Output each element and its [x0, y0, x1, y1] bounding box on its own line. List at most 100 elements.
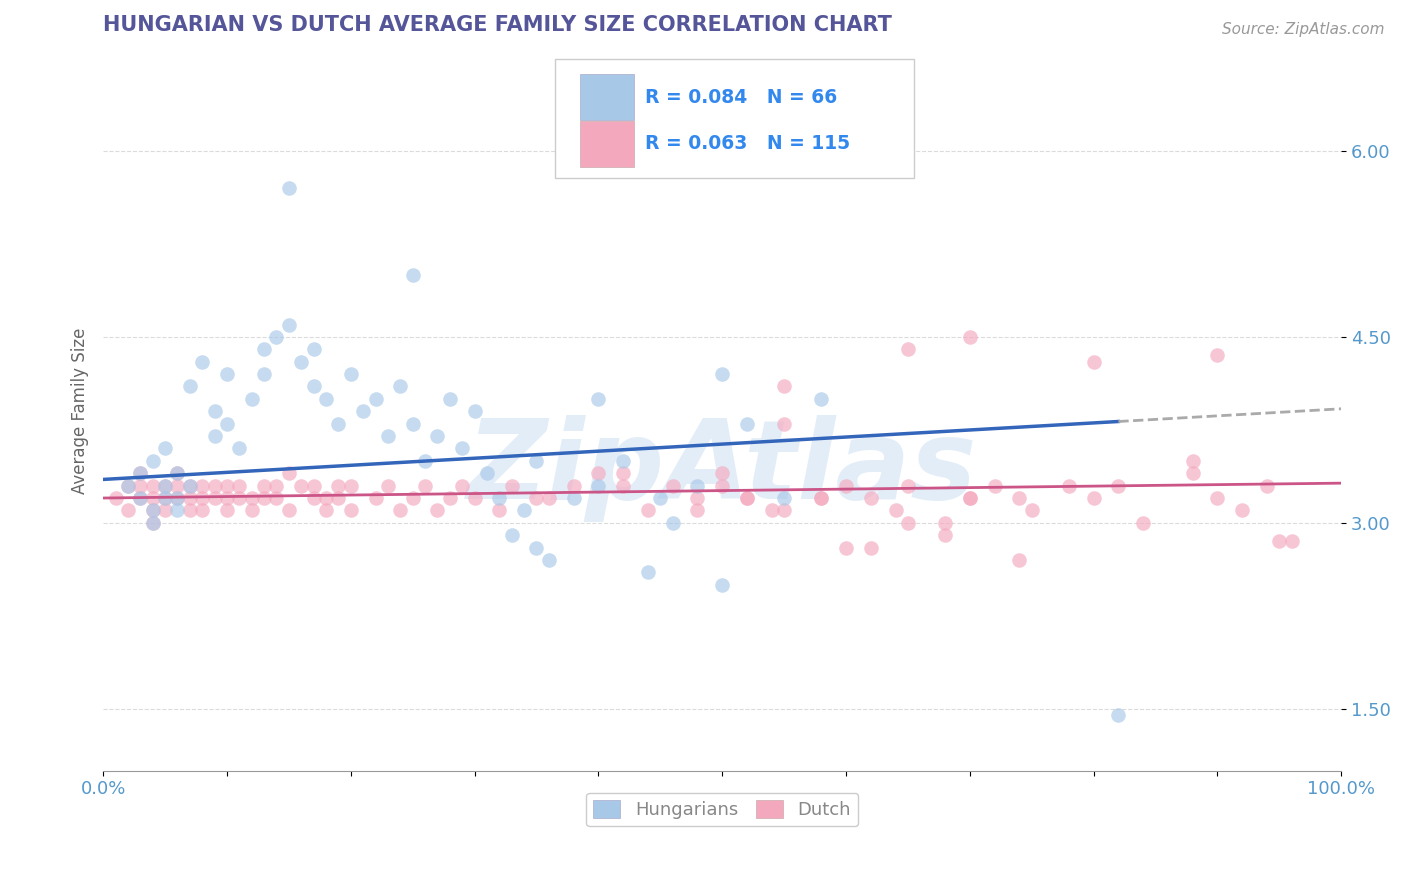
Point	[464, 491, 486, 505]
Point	[153, 478, 176, 492]
Point	[773, 417, 796, 431]
Point	[328, 417, 350, 431]
Point	[588, 478, 610, 492]
Point	[735, 417, 758, 431]
Point	[142, 503, 165, 517]
Point	[228, 478, 250, 492]
Point	[302, 478, 325, 492]
Point	[612, 467, 634, 481]
Point	[166, 467, 188, 481]
Point	[773, 491, 796, 505]
Point	[686, 503, 709, 517]
Point	[1281, 534, 1303, 549]
Point	[859, 491, 882, 505]
Point	[897, 343, 920, 357]
Point	[290, 478, 312, 492]
Point	[773, 503, 796, 517]
Point	[810, 491, 832, 505]
Point	[612, 478, 634, 492]
Point	[339, 503, 361, 517]
Point	[277, 467, 299, 481]
Point	[153, 478, 176, 492]
Point	[277, 318, 299, 332]
Point	[302, 343, 325, 357]
Point	[129, 491, 152, 505]
FancyBboxPatch shape	[555, 59, 914, 178]
Point	[1232, 503, 1254, 517]
Point	[537, 553, 560, 567]
Point	[179, 503, 201, 517]
Point	[277, 181, 299, 195]
Point	[686, 478, 709, 492]
Point	[884, 503, 907, 517]
Text: Source: ZipAtlas.com: Source: ZipAtlas.com	[1222, 22, 1385, 37]
Point	[612, 454, 634, 468]
Point	[475, 467, 498, 481]
Point	[142, 478, 165, 492]
Point	[661, 478, 683, 492]
Point	[526, 491, 548, 505]
Point	[1132, 516, 1154, 530]
Point	[142, 491, 165, 505]
Point	[1008, 553, 1031, 567]
Point	[228, 442, 250, 456]
Point	[810, 392, 832, 406]
Point	[129, 478, 152, 492]
Point	[215, 478, 238, 492]
Point	[735, 491, 758, 505]
Point	[153, 491, 176, 505]
Text: R = 0.063   N = 115: R = 0.063 N = 115	[645, 135, 851, 153]
Point	[389, 379, 412, 393]
Point	[277, 503, 299, 517]
Point	[117, 503, 139, 517]
Point	[439, 491, 461, 505]
Point	[661, 516, 683, 530]
Point	[810, 491, 832, 505]
Point	[761, 503, 783, 517]
Point	[253, 367, 276, 381]
Point	[735, 491, 758, 505]
Point	[179, 379, 201, 393]
Point	[439, 392, 461, 406]
Point	[637, 566, 659, 580]
Point	[389, 503, 412, 517]
Point	[637, 503, 659, 517]
Point	[1181, 467, 1204, 481]
Point	[526, 541, 548, 555]
Point	[215, 417, 238, 431]
Point	[191, 354, 214, 368]
Point	[328, 478, 350, 492]
Point	[204, 429, 226, 443]
Point	[142, 503, 165, 517]
Point	[240, 392, 263, 406]
Point	[513, 503, 536, 517]
Point	[451, 478, 474, 492]
Point	[129, 491, 152, 505]
Point	[501, 528, 523, 542]
Point	[413, 454, 436, 468]
Point	[562, 491, 585, 505]
Point	[166, 491, 188, 505]
Point	[1083, 354, 1105, 368]
Point	[215, 503, 238, 517]
Point	[328, 491, 350, 505]
Point	[897, 516, 920, 530]
Point	[488, 491, 510, 505]
Point	[339, 367, 361, 381]
Point	[588, 392, 610, 406]
Point	[1083, 491, 1105, 505]
Point	[835, 541, 858, 555]
Point	[117, 478, 139, 492]
Point	[588, 467, 610, 481]
Text: R = 0.084   N = 66: R = 0.084 N = 66	[645, 87, 838, 107]
Point	[179, 491, 201, 505]
Point	[835, 478, 858, 492]
Point	[364, 392, 387, 406]
Point	[959, 330, 981, 344]
Point	[1181, 454, 1204, 468]
FancyBboxPatch shape	[579, 74, 634, 120]
Point	[240, 503, 263, 517]
Point	[290, 354, 312, 368]
Point	[204, 491, 226, 505]
Point	[191, 478, 214, 492]
